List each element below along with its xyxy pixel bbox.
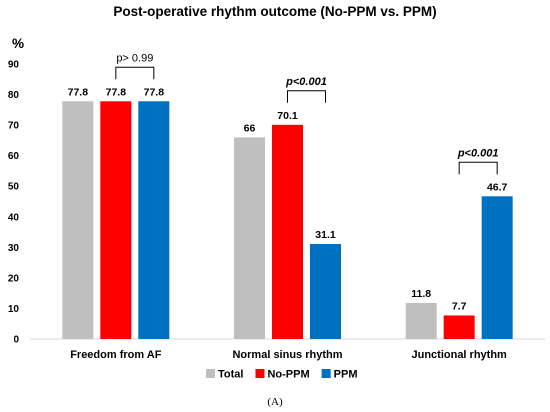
bar <box>443 315 475 339</box>
y-axis-label: % <box>12 36 24 51</box>
y-tick-label: 70 <box>8 121 20 132</box>
legend: Total No-PPM PPM <box>206 369 357 381</box>
significance-bracket <box>115 66 155 80</box>
data-label: 7.7 <box>452 300 467 312</box>
data-label: 11.8 <box>411 288 431 300</box>
p-value-label: p<0.001 <box>457 147 499 159</box>
legend-swatch <box>255 369 265 378</box>
data-label: 31.1 <box>315 229 336 241</box>
y-tick-label: 30 <box>8 243 20 254</box>
p-value-label: p> 0.99 <box>116 52 153 64</box>
legend-swatch <box>206 369 215 378</box>
bar-series <box>62 101 513 340</box>
legend-label: PPM <box>334 369 358 381</box>
bar <box>405 302 437 339</box>
legend-swatch <box>321 369 331 378</box>
bar <box>234 137 265 339</box>
bar <box>272 124 303 339</box>
y-tick-label: 40 <box>8 212 20 223</box>
data-label: 77.8 <box>68 86 89 98</box>
data-label: 77.8 <box>106 86 127 98</box>
y-axis-ticks: 0 10 20 30 40 50 60 70 80 90 <box>8 60 20 346</box>
bar <box>481 196 513 339</box>
y-tick-label: 10 <box>8 304 20 315</box>
p-value-label: p<0.001 <box>285 76 327 88</box>
bar <box>310 243 341 339</box>
bar <box>62 101 94 340</box>
y-tick-label: 20 <box>8 273 20 284</box>
data-labels: 77.8 66 11.8 77.8 70.1 7.7 77.8 31.1 46.7 <box>68 86 508 312</box>
significance-annotations: p> 0.99 p<0.001 p<0.001 <box>115 52 499 175</box>
data-label: 77.8 <box>144 86 165 98</box>
category-labels: Freedom from AF Normal sinus rhythm Juncti… <box>70 349 507 361</box>
y-tick-label: 80 <box>8 90 20 101</box>
bar <box>100 101 132 340</box>
y-tick-label: 50 <box>8 182 20 193</box>
data-label: 70.1 <box>277 110 298 122</box>
data-label: 46.7 <box>487 181 508 193</box>
y-tick-label: 90 <box>8 60 20 71</box>
category-label: Normal sinus rhythm <box>232 349 342 361</box>
significance-bracket <box>458 161 498 175</box>
bar <box>138 101 170 340</box>
figure-caption: (A) <box>267 396 283 408</box>
significance-bracket <box>287 90 326 103</box>
y-tick-label: 0 <box>13 335 19 346</box>
chart-title: Post-operative rhythm outcome (No-PPM vs… <box>113 4 436 19</box>
category-label: Junctional rhythm <box>411 349 507 361</box>
legend-label: Total <box>218 369 243 381</box>
category-label: Freedom from AF <box>70 349 162 361</box>
legend-label: No-PPM <box>267 369 309 381</box>
data-label: 66 <box>244 122 256 134</box>
y-tick-label: 60 <box>8 151 20 162</box>
